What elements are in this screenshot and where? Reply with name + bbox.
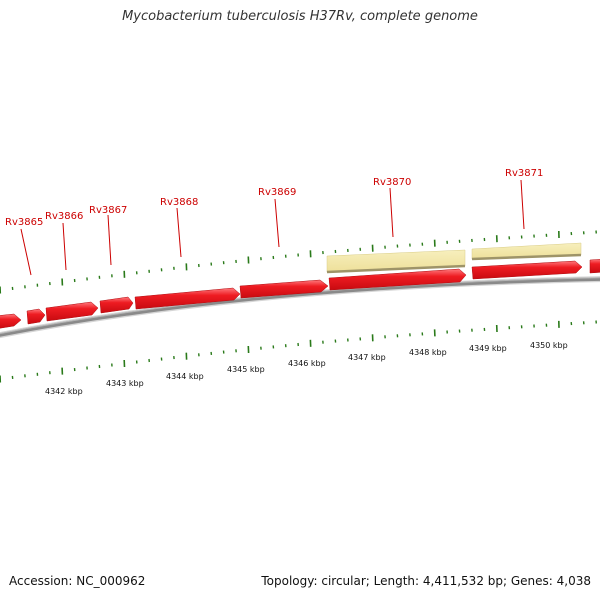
gene-arrow[interactable]: [0, 313, 22, 329]
gene-label[interactable]: Rv3870: [373, 177, 411, 188]
kbp-label: 4348 kbp: [409, 348, 447, 357]
kbp-label: 4342 kbp: [45, 387, 83, 396]
gene-arrow[interactable]: [328, 268, 467, 291]
gene-arrow[interactable]: [134, 287, 241, 310]
gene-arrow[interactable]: [589, 259, 600, 274]
kbp-label: 4350 kbp: [530, 341, 568, 350]
gene-arrow[interactable]: [471, 260, 583, 280]
gene-label[interactable]: Rv3868: [160, 197, 198, 208]
gene-labels: Rv3865 Rv3866 Rv3867 Rv3868 Rv3869 Rv387…: [5, 168, 543, 276]
gene-arrow[interactable]: [99, 296, 134, 314]
genome-summary-text: Topology: circular; Length: 4,411,532 bp…: [261, 574, 591, 588]
kbp-label: 4343 kbp: [106, 379, 144, 388]
gene-arrow[interactable]: [45, 301, 99, 322]
upper-tick-row: [0, 230, 597, 294]
gene-track: [0, 259, 600, 329]
accession-text: Accession: NC_000962: [9, 574, 146, 588]
gene-arrow[interactable]: [26, 308, 46, 325]
feature-track: [326, 242, 582, 274]
gene-label[interactable]: Rv3867: [89, 205, 127, 216]
kbp-labels: 4342 kbp 4343 kbp 4344 kbp 4345 kbp 4346…: [45, 341, 568, 396]
kbp-label: 4346 kbp: [288, 359, 326, 368]
kbp-label: 4347 kbp: [348, 353, 386, 362]
lower-tick-row: [0, 320, 597, 383]
gene-label[interactable]: Rv3869: [258, 187, 296, 198]
gene-arrow[interactable]: [239, 279, 329, 299]
map-title: Mycobacterium tuberculosis H37Rv, comple…: [122, 9, 478, 24]
gene-label[interactable]: Rv3866: [45, 211, 83, 222]
gene-label[interactable]: Rv3865: [5, 217, 43, 228]
gene-label[interactable]: Rv3871: [505, 168, 543, 179]
kbp-label: 4345 kbp: [227, 365, 265, 374]
kbp-label: 4344 kbp: [166, 372, 204, 381]
kbp-label: 4349 kbp: [469, 344, 507, 353]
